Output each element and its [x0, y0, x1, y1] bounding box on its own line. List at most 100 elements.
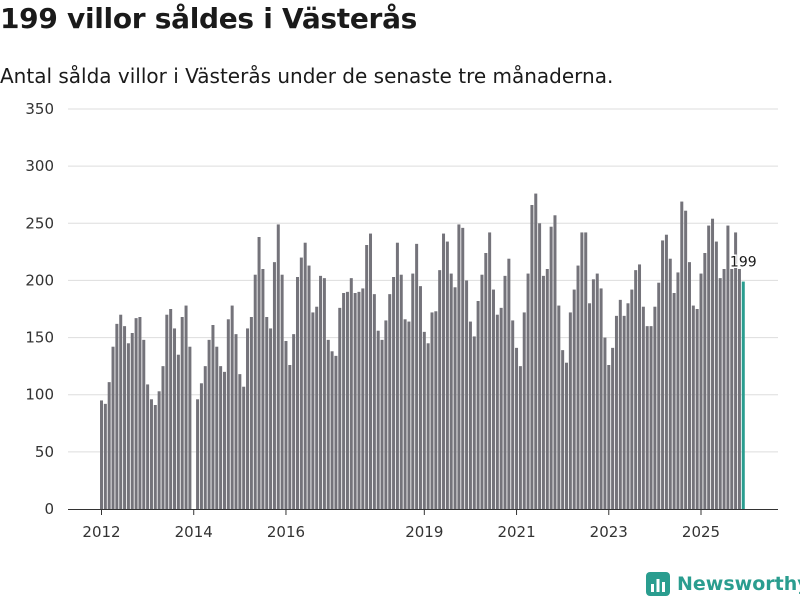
bar [565, 362, 568, 509]
bar [465, 280, 469, 509]
bar [426, 343, 430, 509]
bar [657, 282, 661, 509]
bar [392, 277, 396, 509]
bar [130, 333, 134, 509]
bar [641, 306, 645, 509]
bar [203, 366, 207, 509]
bar [226, 319, 230, 509]
bar [234, 334, 238, 509]
bar [369, 233, 373, 509]
bar [734, 232, 738, 509]
bar [630, 289, 634, 509]
bar [476, 301, 480, 509]
bar [691, 305, 695, 509]
bar [684, 210, 688, 509]
bar [453, 287, 457, 509]
bar [111, 346, 115, 509]
bar [361, 288, 365, 509]
bar [430, 312, 434, 509]
bar [411, 273, 415, 509]
bar [538, 223, 542, 510]
bar [572, 289, 576, 509]
bar [173, 328, 177, 509]
bar [322, 278, 326, 509]
bar [103, 403, 107, 509]
bar [246, 328, 250, 509]
bar [449, 273, 453, 509]
bar [284, 341, 288, 509]
bar [184, 305, 188, 509]
bar [407, 321, 411, 509]
bar [142, 339, 146, 509]
bar [242, 386, 246, 509]
bar [568, 312, 572, 509]
bar [545, 269, 549, 509]
bar [522, 312, 526, 509]
bar [699, 273, 703, 509]
x-tick-label: 2023 [590, 523, 628, 541]
bar [480, 274, 484, 509]
bar [342, 293, 346, 509]
bar [307, 265, 311, 509]
bar [380, 339, 384, 509]
x-tick-label: 2012 [82, 523, 120, 541]
bar [299, 257, 303, 509]
bar [330, 351, 334, 509]
bar [672, 293, 676, 509]
bar [123, 326, 127, 509]
bar [100, 400, 103, 509]
bar [434, 311, 438, 509]
bar [507, 258, 511, 509]
bar [119, 314, 123, 509]
bar [169, 309, 173, 509]
bar [353, 293, 357, 509]
bar [472, 336, 476, 509]
bar [219, 366, 223, 509]
bar [557, 305, 561, 509]
y-tick-label: 250 [25, 214, 54, 232]
bar [495, 314, 499, 509]
bar [515, 347, 519, 509]
bar [442, 233, 446, 509]
bar [499, 307, 503, 509]
bar [303, 242, 307, 509]
y-tick-label: 300 [25, 157, 54, 175]
bar [357, 291, 361, 509]
bar [265, 317, 269, 509]
bar [249, 317, 253, 509]
bar [711, 218, 715, 509]
bar [403, 319, 407, 509]
page-subtitle: Antal sålda villor i Västerås under de s… [0, 64, 614, 88]
bar [107, 382, 111, 509]
bar [714, 241, 718, 509]
bar [334, 355, 338, 509]
bar [269, 328, 273, 509]
highlight-bar [741, 281, 745, 509]
bar [611, 347, 615, 509]
bar [588, 303, 592, 509]
bar [196, 399, 200, 509]
bar [618, 299, 622, 509]
bar [561, 350, 565, 509]
y-tick-label: 100 [25, 386, 54, 404]
x-tick-label: 2014 [175, 523, 213, 541]
bar [511, 320, 515, 509]
x-axis-ticks: 2012 2014 2016 2019 2021 2023 2025 [82, 509, 720, 541]
bar [326, 339, 330, 509]
bar [349, 278, 353, 509]
bar [718, 278, 722, 509]
y-tick-label: 150 [25, 329, 54, 347]
bar [614, 315, 618, 509]
bar [295, 277, 299, 509]
bar [695, 309, 699, 509]
bar [253, 274, 257, 509]
bar [526, 273, 530, 509]
bar [626, 303, 630, 509]
bar [668, 258, 672, 509]
bar [126, 343, 130, 509]
x-tick-label: 2016 [267, 523, 305, 541]
bar [422, 331, 426, 509]
bar [661, 240, 665, 509]
bar [649, 326, 653, 509]
